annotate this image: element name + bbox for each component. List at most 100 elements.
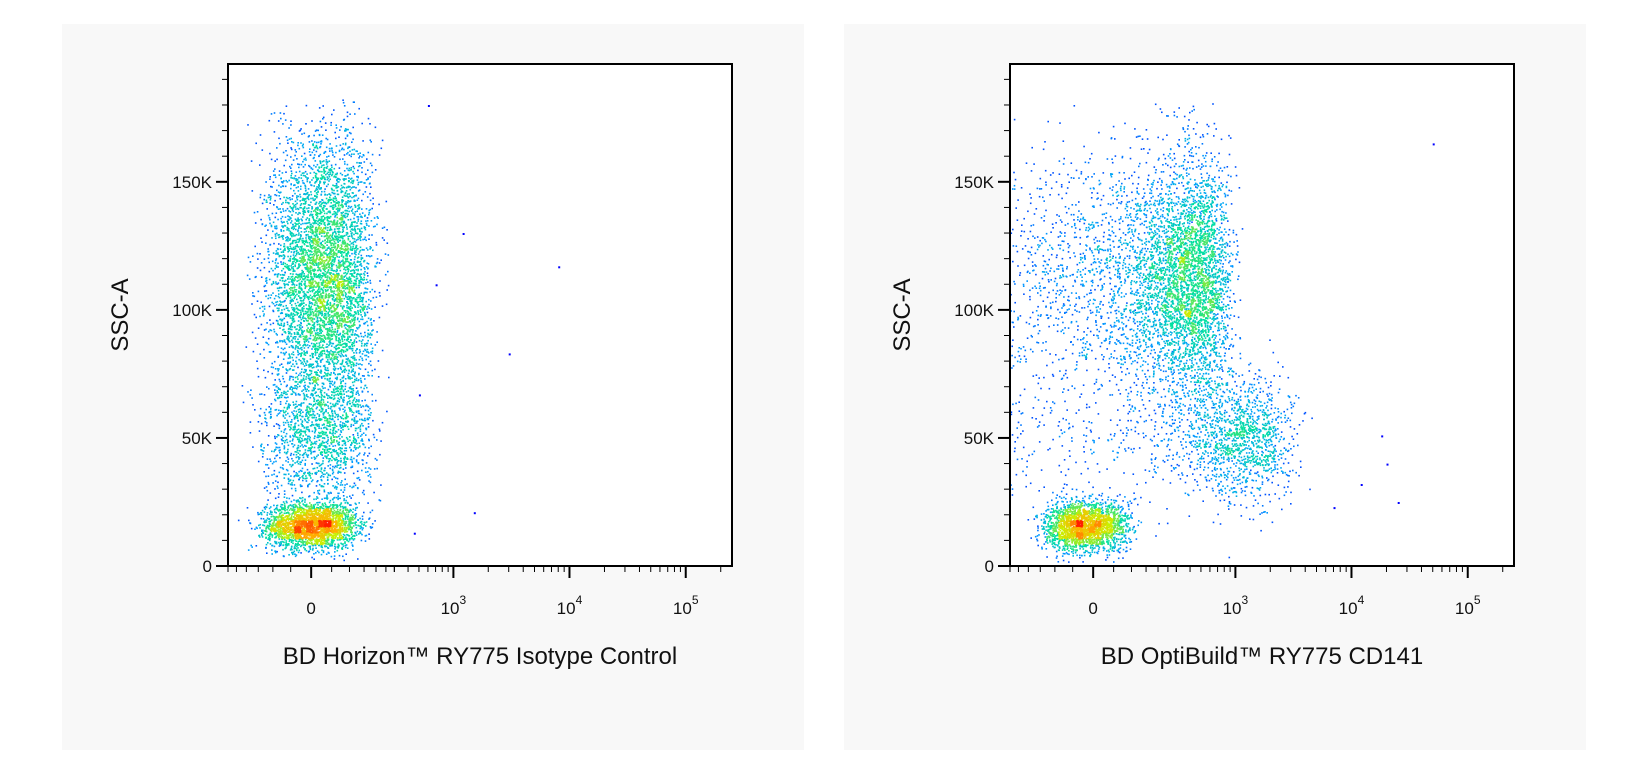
event-dot — [322, 240, 324, 243]
event-dot — [282, 548, 284, 551]
event-dot — [316, 321, 319, 324]
event-dot — [334, 546, 337, 548]
event-dot — [356, 216, 358, 218]
event-dot — [296, 311, 299, 314]
event-dot — [352, 411, 355, 414]
event-dot — [343, 452, 346, 455]
event-dot — [261, 536, 264, 538]
event-dot — [289, 197, 291, 199]
event-dot — [301, 507, 304, 510]
event-dot — [298, 316, 300, 318]
event-dot — [360, 268, 362, 271]
event-dot — [298, 176, 300, 179]
event-dot — [316, 364, 319, 367]
event-dot — [306, 388, 308, 391]
event-dot — [276, 436, 278, 438]
event-dot — [327, 492, 330, 494]
event-dot — [379, 280, 381, 282]
event-dot — [349, 387, 351, 390]
event-dot — [315, 189, 317, 191]
event-dot — [331, 543, 334, 545]
event-dot — [289, 165, 291, 168]
event-dot — [291, 306, 293, 309]
event-dot — [326, 212, 328, 215]
event-dot — [300, 402, 303, 405]
event-dot — [350, 425, 352, 428]
event-dot — [288, 353, 290, 355]
event-dot — [293, 365, 296, 368]
event-dot — [322, 473, 325, 476]
event-dot — [270, 366, 273, 368]
event-dot — [324, 227, 327, 230]
event-dot — [341, 226, 344, 228]
event-dot — [331, 351, 334, 353]
event-dot — [272, 302, 275, 305]
event-dot — [346, 458, 348, 460]
event-dot — [352, 245, 354, 248]
event-dot — [338, 337, 340, 339]
event-dot — [257, 290, 260, 293]
event-dot — [363, 227, 366, 229]
event-dot — [289, 257, 291, 260]
event-dot — [326, 249, 328, 251]
event-dot — [336, 459, 338, 461]
event-dot — [285, 289, 288, 292]
event-dot — [374, 520, 376, 522]
event-dot — [371, 369, 374, 372]
event-dot — [293, 239, 296, 242]
event-dot — [316, 146, 318, 149]
event-dot — [278, 378, 281, 381]
event-dot — [293, 260, 295, 263]
event-dot — [289, 483, 292, 486]
event-dot — [308, 238, 311, 241]
event-dot — [295, 388, 298, 390]
event-dot — [294, 206, 297, 208]
event-dot — [337, 272, 340, 275]
event-dot — [335, 394, 337, 396]
event-dot — [341, 547, 343, 550]
event-dot — [343, 179, 345, 182]
event-dot — [340, 191, 342, 194]
event-dot — [333, 450, 336, 453]
event-dot — [273, 328, 275, 331]
event-dot — [320, 359, 323, 361]
event-dot — [317, 504, 319, 506]
event-dot — [349, 485, 351, 488]
event-dot — [327, 253, 330, 255]
event-dot — [321, 164, 323, 167]
event-dot — [295, 340, 297, 343]
event-dot — [299, 394, 301, 396]
event-dot — [304, 451, 307, 454]
event-dot — [360, 539, 363, 542]
event-dot — [265, 417, 267, 420]
event-dot — [295, 403, 297, 406]
event-dot — [351, 460, 353, 463]
event-dot — [298, 264, 300, 266]
event-dot — [329, 402, 332, 405]
event-dot — [353, 341, 355, 343]
event-dot — [329, 380, 332, 383]
event-dot — [278, 293, 280, 295]
event-dot — [346, 115, 349, 118]
event-dot — [303, 297, 306, 300]
event-dot — [298, 324, 301, 326]
event-dot — [265, 408, 267, 411]
event-dot — [376, 331, 378, 333]
event-dot — [275, 541, 278, 543]
event-dot — [302, 435, 304, 437]
event-dot — [346, 111, 349, 114]
event-dot — [361, 212, 364, 214]
event-dot — [296, 324, 299, 327]
event-dot — [342, 365, 345, 367]
event-dot — [291, 322, 293, 325]
event-dot — [326, 172, 329, 175]
event-dot — [301, 467, 304, 470]
event-dot — [293, 251, 295, 254]
event-dot — [343, 424, 346, 427]
event-dot — [303, 207, 306, 209]
event-dot — [343, 186, 346, 189]
event-dot — [253, 295, 256, 298]
event-dot — [323, 423, 325, 426]
event-dot — [320, 406, 322, 408]
event-dot — [295, 414, 298, 417]
